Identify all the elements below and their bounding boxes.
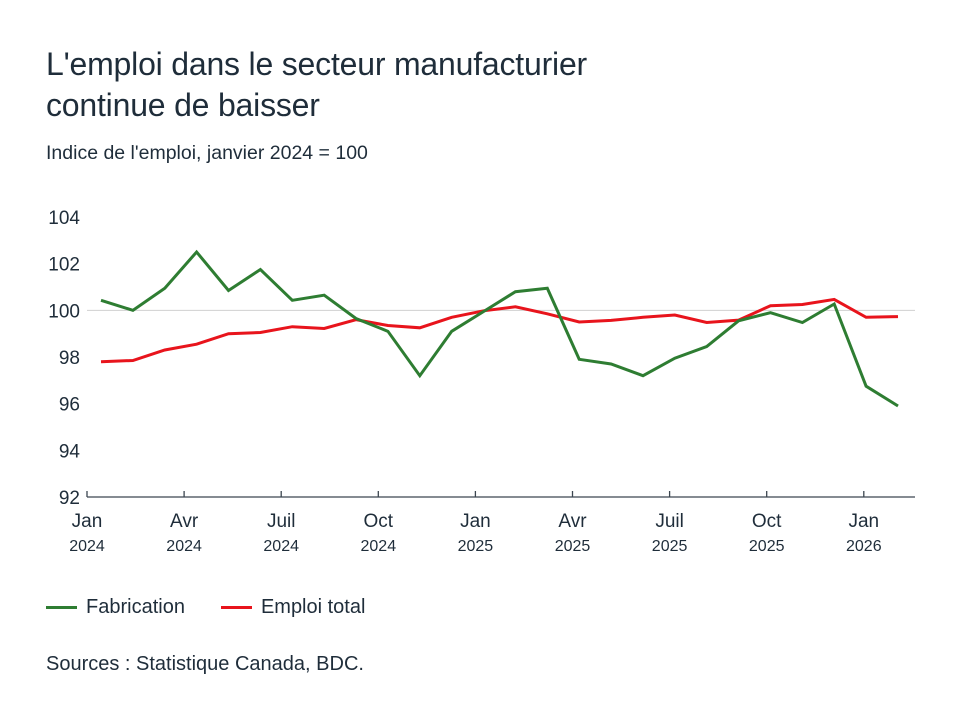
x-tick-label-year: 2024 — [263, 538, 299, 555]
x-tick-label-year: 2024 — [361, 538, 397, 555]
legend-label-emploi-total: Emploi total — [260, 596, 366, 618]
x-tick-label-month: Avr — [170, 511, 199, 532]
source-note: Sources : Statistique Canada, BDC. — [46, 653, 364, 675]
series-emploi-total — [100, 297, 899, 364]
y-tick-label: 94 — [59, 441, 81, 462]
legend-swatch-emploi-total — [220, 605, 252, 609]
legend-swatch-fabrication — [46, 605, 77, 609]
x-tick-label-month: Jan — [460, 511, 491, 532]
x-tick-label-year: 2024 — [69, 538, 105, 555]
y-tick-label: 98 — [59, 348, 80, 369]
y-axis: 92 94 96 98 100 102 104 — [48, 208, 80, 509]
y-tick-label: 92 — [59, 488, 80, 509]
x-tick-label-year: 2024 — [166, 538, 202, 555]
y-tick-label: 96 — [59, 395, 80, 416]
legend-item-fabrication: Fabrication — [46, 594, 185, 620]
legend-label-fabrication: Fabrication — [86, 596, 185, 618]
y-tick-label: 104 — [48, 208, 80, 229]
legend: Fabrication Emploi total — [46, 594, 401, 620]
x-tick-label-year: 2025 — [652, 538, 688, 555]
chart-title-line-2: continue de baisser — [46, 87, 320, 123]
x-tick-label-month: Oct — [364, 511, 394, 532]
x-tick-label-year: 2025 — [555, 538, 591, 555]
x-tick-label-month: Juil — [655, 511, 684, 532]
chart-subtitle: Indice de l'emploi, janvier 2024 = 100 — [46, 142, 368, 164]
x-tick-label-year: 2025 — [749, 538, 785, 555]
x-tick-label-month: Avr — [558, 511, 587, 532]
chart-title: L'emploi dans le secteur manufacturier c… — [46, 44, 587, 126]
series-line-emploi-total — [100, 297, 899, 364]
x-tick-label-month: Oct — [752, 511, 782, 532]
series-layer — [100, 249, 899, 408]
x-tick-label-month: Jan — [72, 511, 103, 532]
y-tick-label: 102 — [48, 255, 80, 276]
x-tick-label-month: Juil — [267, 511, 296, 532]
x-axis: Jan 2024 Avr 2024 Juil 2024 Oct 2024 Jan 2025 Avr 2… — [69, 491, 915, 555]
series-line-fabrication — [100, 249, 899, 408]
series-fabrication — [100, 249, 899, 408]
y-tick-label: 100 — [48, 301, 80, 322]
x-tick-label-year: 2026 — [846, 538, 882, 555]
legend-item-emploi-total: Emploi total — [220, 594, 366, 620]
x-tick-label-year: 2025 — [458, 538, 494, 555]
x-tick-label-month: Jan — [848, 511, 879, 532]
chart-title-line-1: L'emploi dans le secteur manufacturier — [46, 46, 588, 82]
